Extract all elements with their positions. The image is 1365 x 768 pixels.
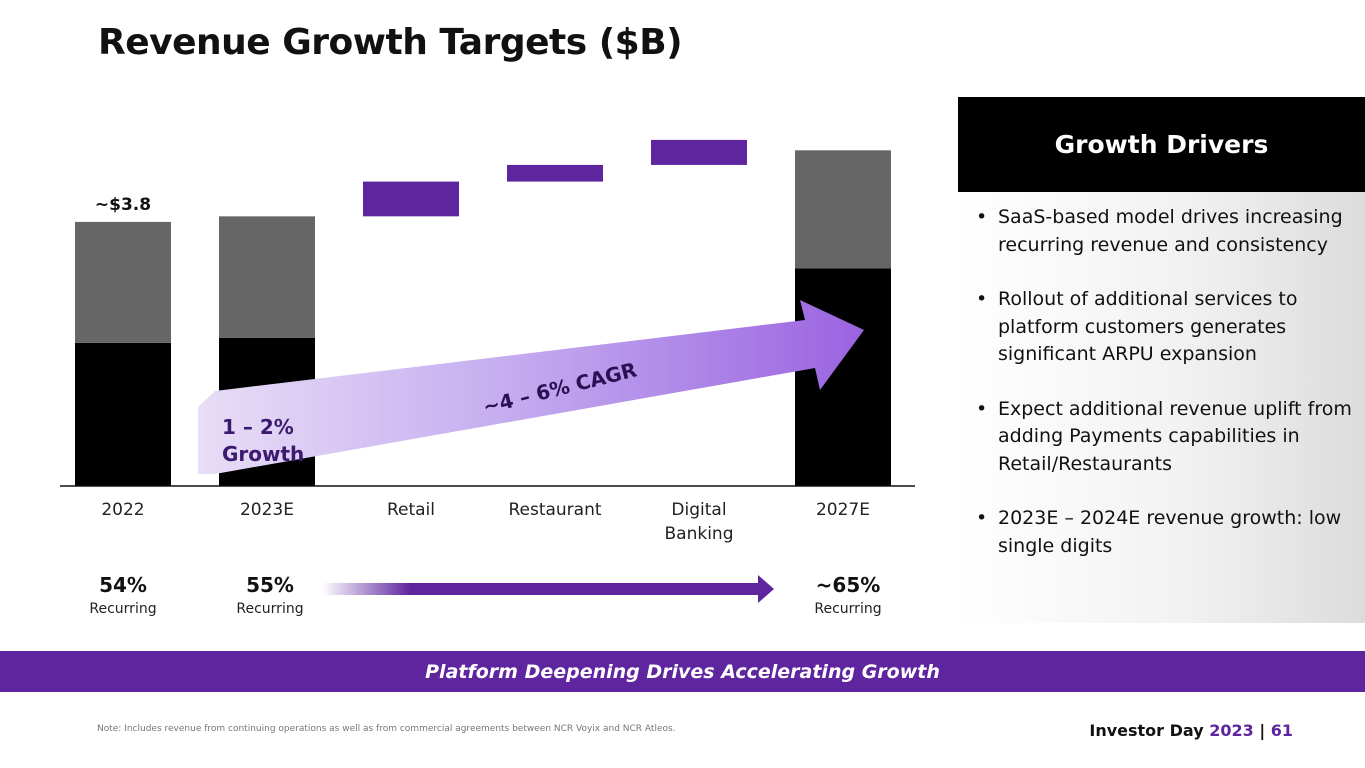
- growth-drivers-panel: Growth Drivers • SaaS-based model drives …: [958, 97, 1365, 623]
- driver-text: SaaS-based model drives increasing recur…: [998, 206, 1343, 256]
- cagr-arrow: [198, 300, 864, 474]
- growth-annotation-line: Growth: [222, 442, 304, 466]
- page-number: 61: [1270, 721, 1293, 740]
- bar-recurring-2027E: [795, 268, 891, 486]
- footer-year: 2023: [1209, 721, 1254, 740]
- bar-increment-retail: [363, 181, 459, 217]
- bullet-icon: •: [976, 397, 988, 420]
- x-tick-label: 2023E: [240, 500, 294, 520]
- driver-item: • Rollout of additional services to platf…: [976, 286, 1355, 369]
- bar-increment-digital-banking: [651, 139, 747, 165]
- data-label: ~$3.8: [95, 195, 151, 215]
- recurring-share-value: ~65%: [816, 573, 881, 597]
- driver-text: Rollout of additional services to platfo…: [998, 288, 1298, 365]
- recurring-share-value: 55%: [246, 573, 294, 597]
- footer-event: Investor Day: [1089, 721, 1204, 740]
- bullet-icon: •: [976, 206, 988, 228]
- x-tick-label: Digital: [671, 500, 726, 520]
- footer-separator: |: [1259, 721, 1266, 740]
- footnote: Note: Includes revenue from continuing o…: [97, 724, 676, 734]
- bar-other-2023E: [219, 216, 315, 338]
- recurring-share-label: Recurring: [236, 601, 303, 617]
- x-tick-label: 2022: [101, 500, 144, 520]
- page-footer: Investor Day 2023 | 61: [1089, 721, 1293, 740]
- x-tick-label: 2027E: [816, 500, 870, 520]
- recurring-share-label: Recurring: [814, 601, 881, 617]
- growth-drivers-heading: Growth Drivers: [958, 97, 1365, 192]
- bar-recurring-2022: [75, 342, 171, 486]
- x-tick-label: Restaurant: [508, 500, 601, 520]
- growth-drivers-list: • SaaS-based model drives increasing recu…: [958, 192, 1365, 560]
- driver-text: 2023E – 2024E revenue growth: low single…: [998, 507, 1342, 557]
- x-tick-label: Banking: [665, 524, 734, 544]
- bar-other-2027E: [795, 150, 891, 269]
- bullet-icon: •: [976, 507, 988, 529]
- page-title: Revenue Growth Targets ($B): [98, 22, 683, 63]
- growth-annotation-line: 1 – 2%: [222, 415, 294, 439]
- bullet-icon: •: [976, 288, 988, 310]
- takeaway-banner: Platform Deepening Drives Accelerating G…: [0, 651, 1365, 692]
- recurring-trend-arrowhead: [758, 575, 774, 603]
- driver-item: • Expect additional revenue uplift from a…: [976, 396, 1355, 479]
- driver-text: Expect additional revenue uplift from ad…: [998, 397, 1352, 475]
- driver-item: • SaaS-based model drives increasing recu…: [976, 204, 1355, 259]
- x-tick-label: Retail: [387, 500, 435, 520]
- recurring-share-value: 54%: [99, 573, 147, 597]
- bar-increment-restaurant: [507, 164, 603, 182]
- driver-item: • 2023E – 2024E revenue growth: low singl…: [976, 505, 1355, 560]
- recurring-share-label: Recurring: [89, 601, 156, 617]
- bar-other-2022: [75, 221, 171, 343]
- recurring-trend-arrow: [322, 583, 762, 595]
